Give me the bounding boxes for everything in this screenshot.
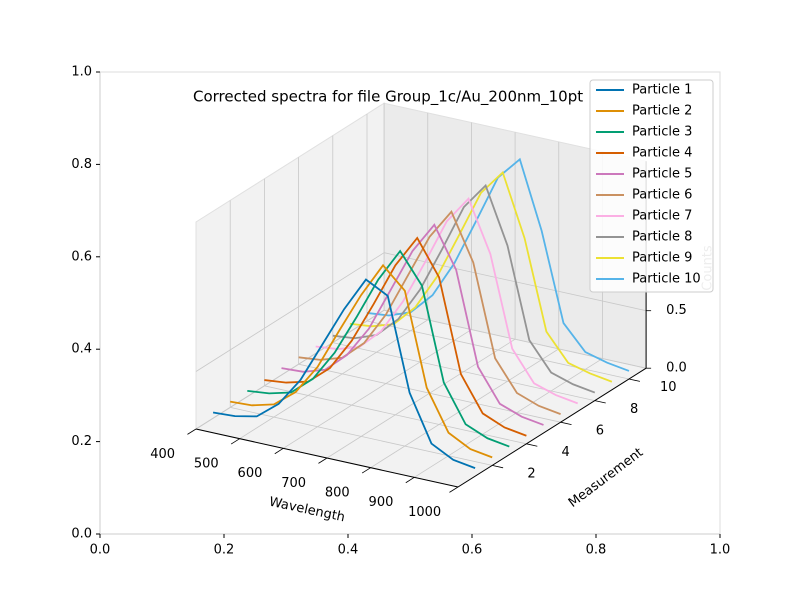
legend-label: Particle 3 xyxy=(632,125,692,140)
y3-tick xyxy=(628,378,641,382)
x-tick-label: 0.2 xyxy=(214,543,235,558)
legend-label: Particle 1 xyxy=(632,83,692,98)
series-line xyxy=(281,223,544,426)
x3-tick-label: 500 xyxy=(194,456,219,471)
x3-axis-line xyxy=(195,428,459,488)
y-tick-label: 1.0 xyxy=(71,65,92,80)
y3-tick-label: 8 xyxy=(630,402,638,417)
x3-tick xyxy=(318,457,328,464)
y-tick-label: 0.6 xyxy=(71,249,92,264)
legend-label: Particle 7 xyxy=(632,209,692,224)
grid-line xyxy=(414,358,603,478)
x3-tick xyxy=(361,467,371,474)
grid-line xyxy=(366,320,630,380)
legend-label: Particle 2 xyxy=(632,104,692,119)
y-tick-label: 0.0 xyxy=(71,527,92,542)
y-tick-label: 0.8 xyxy=(71,157,92,172)
x-tick-label: 0.6 xyxy=(462,543,483,558)
series-line xyxy=(212,278,476,469)
grid-line xyxy=(332,342,595,401)
y3-tick xyxy=(594,400,606,404)
series-line xyxy=(230,263,493,459)
y3-tick xyxy=(560,421,572,426)
y-tick-label: 0.4 xyxy=(71,342,92,357)
legend-label: Particle 5 xyxy=(632,167,692,182)
y3-tick-label: 10 xyxy=(660,380,677,395)
legend: Particle 1 Particle 2 Particle 3 Particle 4… xyxy=(589,79,714,293)
x3-tick-label: 700 xyxy=(281,476,306,491)
x3-tick xyxy=(405,476,415,484)
series-line xyxy=(247,249,510,448)
x3-tick-label: 600 xyxy=(238,466,263,481)
grid-line xyxy=(239,319,428,440)
x3-tick xyxy=(230,438,240,445)
x-tick-label: 0.4 xyxy=(338,543,359,558)
x-tick-label: 0.0 xyxy=(90,543,111,558)
y3-axis-line xyxy=(457,367,647,488)
plot-3d: 40050060070080090010002468100.00.5Wavele… xyxy=(150,102,716,525)
y3-tick-label: 2 xyxy=(527,467,535,482)
y3-tick xyxy=(492,465,504,469)
grid-line xyxy=(326,338,516,459)
chart-title: Corrected spectra for file Group_1c/Au_2… xyxy=(193,88,583,107)
y3-tick-label: 6 xyxy=(596,423,604,438)
grid-line xyxy=(264,385,527,445)
x-tick-label: 1.0 xyxy=(710,543,731,558)
grid-line xyxy=(370,348,559,469)
x3-tick-label: 1000 xyxy=(408,505,441,520)
legend-label: Particle 4 xyxy=(632,146,692,161)
x3-tick xyxy=(274,447,284,455)
grid-line xyxy=(195,252,385,372)
y3-tick-label: 4 xyxy=(562,445,570,460)
x-tick-label: 0.8 xyxy=(586,543,607,558)
legend-label: Particle 9 xyxy=(632,251,692,266)
grid-line xyxy=(384,309,647,369)
x3-tick xyxy=(187,428,197,435)
y-tick-label: 0.2 xyxy=(71,434,92,449)
z3-tick-label: 0.5 xyxy=(666,303,687,318)
legend-label: Particle 6 xyxy=(632,188,692,203)
z3-tick-label: 0.0 xyxy=(666,361,687,376)
x3-tick-label: 800 xyxy=(325,485,350,500)
x3-tick xyxy=(449,486,459,493)
y-axis-label: Measurement xyxy=(566,445,646,511)
x3-tick-label: 400 xyxy=(150,447,175,462)
legend-label: Particle 10 xyxy=(632,272,701,287)
legend-label: Particle 8 xyxy=(632,230,692,245)
x3-tick-label: 900 xyxy=(369,495,394,510)
grid-line xyxy=(283,329,472,449)
y3-tick xyxy=(526,443,538,447)
